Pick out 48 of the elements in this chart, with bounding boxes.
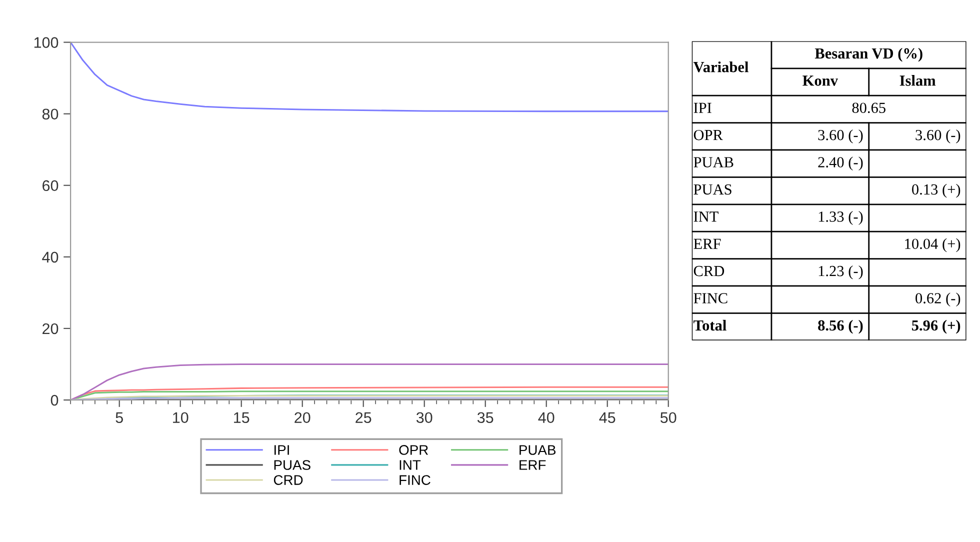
legend-label: CRD: [274, 475, 303, 485]
y-tick-label: 20: [42, 323, 58, 334]
text: 3.60 (-): [818, 129, 863, 144]
text: 2.40 (-): [818, 156, 863, 171]
legend-label: OPR: [399, 445, 428, 455]
x-tick-label: 40: [538, 412, 554, 424]
y-tick-label: 0: [50, 394, 58, 406]
y-tick-label: 100: [34, 37, 58, 48]
category-label: ERF: [694, 238, 721, 249]
category-label: Islam: [900, 75, 936, 86]
category-label: PUAB: [694, 157, 734, 168]
text: 80.65: [852, 102, 886, 114]
text: 1.23 (-): [818, 265, 863, 280]
category-label: CRD: [694, 266, 724, 276]
x-tick-label: 45: [599, 412, 616, 424]
text: 0.13 (+): [912, 184, 960, 198]
legend-label: PUAS: [274, 460, 310, 470]
legend-label: INT: [400, 460, 421, 470]
text: Besaran VD (%): [814, 48, 922, 62]
legend-label: FINC: [400, 475, 430, 485]
legend-label: IPI: [274, 445, 289, 455]
text: 10.04 (+): [905, 238, 960, 252]
text: 0.62 (-): [916, 292, 960, 307]
legend-label: ERF: [520, 460, 546, 470]
y-tick-label: 40: [42, 252, 58, 263]
x-tick-label: 25: [356, 412, 372, 424]
x-tick-label: 20: [294, 412, 310, 424]
x-tick-label: 15: [234, 412, 250, 424]
text: Variabel: [693, 61, 748, 72]
x-tick-label: 50: [660, 412, 676, 424]
text: 8.56 (-): [818, 320, 863, 334]
text: 1.33 (-): [818, 211, 863, 225]
x-tick-label: 30: [416, 412, 432, 424]
text: 5.96 (+): [912, 320, 960, 334]
text: 3.60 (-): [916, 129, 960, 144]
y-tick-label: 60: [42, 180, 58, 192]
category-label: Total: [693, 320, 726, 331]
category-label: IPI: [694, 102, 712, 113]
category-label: PUAS: [694, 184, 732, 195]
category-label: OPR: [694, 130, 723, 140]
x-tick-label: 10: [173, 412, 188, 424]
category-label: FINC: [694, 293, 728, 304]
x-tick-label: 35: [477, 412, 494, 424]
y-tick-label: 80: [42, 108, 58, 120]
category-label: INT: [694, 212, 718, 222]
category-label: Konv: [802, 76, 838, 86]
legend-label: PUAB: [520, 445, 556, 455]
x-tick-label: 5: [116, 412, 123, 424]
